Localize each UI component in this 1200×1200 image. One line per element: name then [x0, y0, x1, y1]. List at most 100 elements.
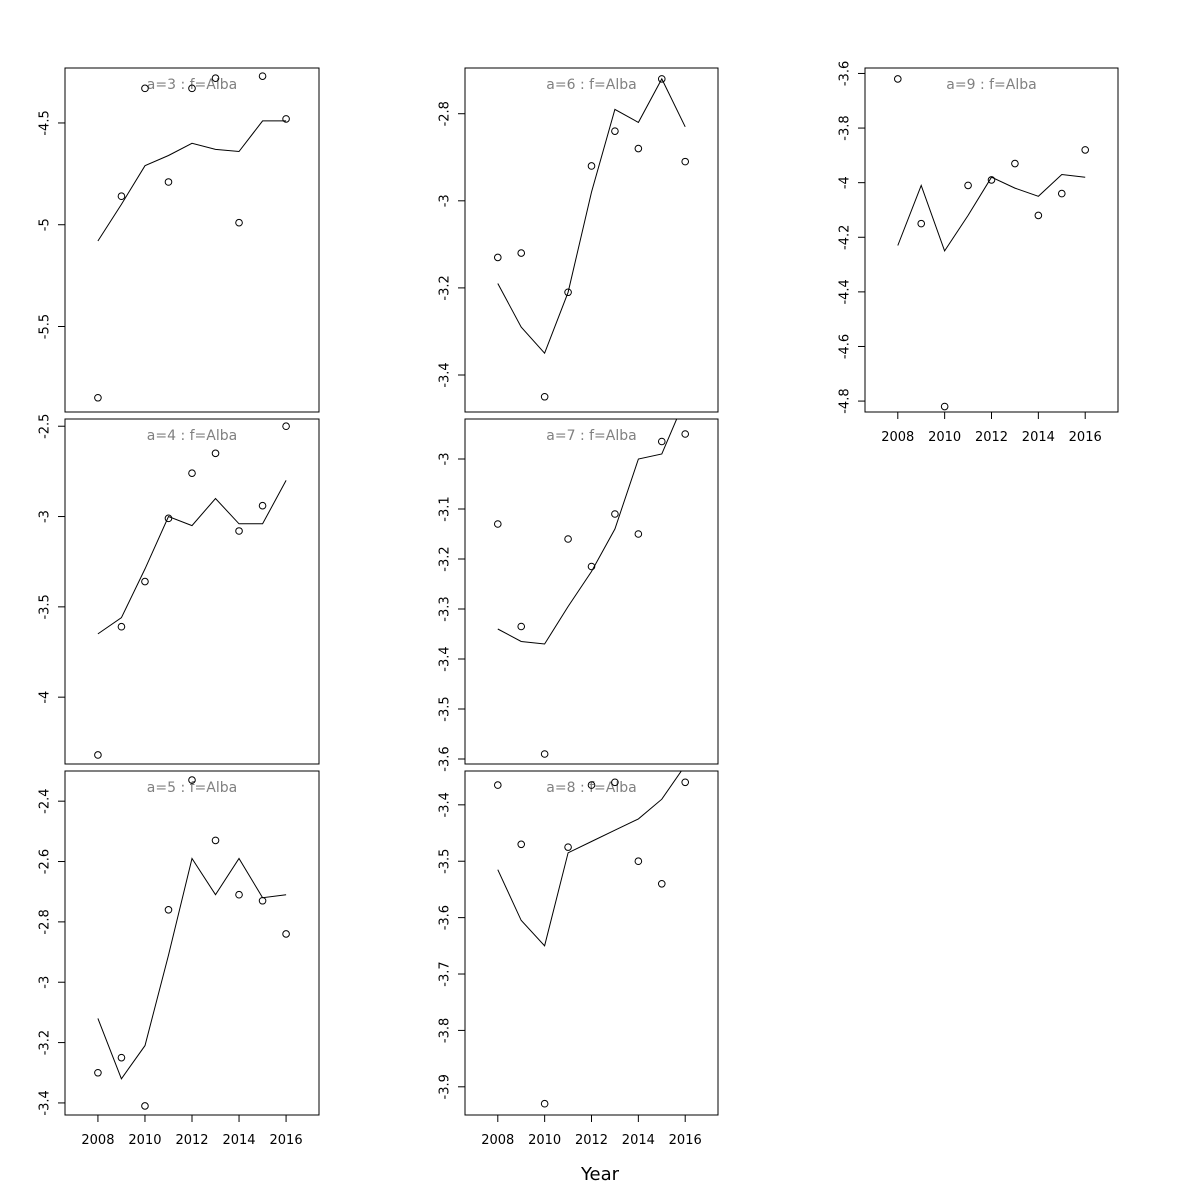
x-tick-label: 2016 [669, 1133, 702, 1148]
y-tick-label: -4.2 [838, 225, 853, 250]
y-tick-label: -3.6 [438, 746, 453, 771]
observed-point [681, 157, 690, 166]
plot-area [94, 422, 290, 759]
observed-point [657, 879, 666, 888]
observed-point [987, 176, 996, 184]
observed-point [540, 1099, 549, 1108]
observed-point [634, 857, 643, 866]
y-tick-label: -4.6 [838, 334, 853, 359]
observed-point [611, 778, 619, 787]
observed-point [1081, 146, 1090, 154]
panel-title: a=7 : f=Alba [546, 428, 636, 444]
panel-7: a=9 : f=Alba -3.6 -3.8 -4 -4.2 -4.4 -4.6 -4.8 20… [838, 61, 1119, 445]
observed-point [188, 776, 196, 784]
observed-point [634, 144, 643, 153]
y-tick-label: -2.4 [38, 788, 53, 813]
observed-point [1011, 159, 1019, 168]
observed-point [564, 535, 572, 543]
fitted-line [497, 419, 678, 645]
observed-point [540, 750, 549, 758]
observed-point [587, 162, 596, 170]
y-tick-label: -3.8 [438, 1018, 453, 1043]
observed-point [258, 896, 267, 905]
panel-5: a=7 : f=Alba -3 -3.1 -3.2 -3.3 -3.4 -3.5 -3.6 [438, 418, 719, 772]
y-tick-label: -3 [38, 510, 53, 523]
y-tick-label: -3.2 [438, 275, 453, 300]
observed-point [235, 218, 243, 227]
plot-area [493, 771, 690, 1108]
y-tick-label: -3.4 [38, 1090, 53, 1115]
x-tick-label: 2010 [128, 1133, 161, 1148]
x-tick-label: 2008 [481, 1133, 514, 1148]
observed-point [493, 520, 502, 528]
observed-point [117, 1053, 126, 1062]
observed-point [211, 836, 220, 845]
observed-point [164, 906, 173, 914]
x-tick-label: 2008 [81, 1133, 114, 1148]
y-tick-label: -2.5 [38, 414, 53, 439]
panel-title: a=6 : f=Alba [546, 77, 636, 93]
observed-point [657, 437, 666, 446]
observed-point [258, 501, 267, 510]
panel-4: a=6 : f=Alba -2.8 -3 -3.2 -3.4 [438, 67, 719, 413]
y-tick-label: -4.4 [838, 279, 853, 304]
y-tick-label: -3 [438, 453, 453, 466]
x-tick-label: 2012 [975, 430, 1008, 445]
observed-point [940, 402, 949, 411]
plot-area [893, 75, 1090, 411]
y-tick-label: -3.4 [438, 646, 453, 671]
y-tick-label: -3.9 [438, 1074, 453, 1099]
observed-point [493, 781, 502, 789]
y-tick-label: -3.7 [438, 961, 453, 986]
y-tick-label: -2.8 [38, 909, 53, 934]
observed-point [211, 74, 220, 82]
y-tick-label: -3 [438, 194, 453, 207]
y-tick-label: -2.6 [38, 849, 53, 874]
y-tick-label: -3.6 [838, 61, 853, 86]
panel-1: a=3 : f=Alba-4.5-5-5.5 [38, 67, 320, 413]
y-tick-label: -3.5 [438, 849, 453, 874]
fitted-line [497, 77, 686, 355]
observed-point [94, 751, 102, 759]
observed-point [917, 219, 926, 228]
observed-point [517, 840, 526, 849]
observed-point [587, 781, 596, 789]
x-tick-label: 2016 [270, 1133, 303, 1148]
observed-point [164, 178, 173, 186]
observed-point [258, 72, 267, 80]
observed-point [188, 84, 196, 93]
observed-point [235, 890, 243, 899]
x-tick-label: 2016 [1069, 430, 1102, 445]
fitted-line [97, 480, 287, 635]
panel-title: a=9 : f=Alba [946, 77, 1036, 93]
fitted-line [897, 173, 1086, 253]
panel-frame [464, 770, 719, 1116]
y-tick-label: -3.4 [438, 792, 453, 817]
y-tick-label: -4.8 [838, 388, 853, 413]
observed-point [94, 393, 102, 402]
fitted-line [497, 771, 682, 947]
x-tick-label: 2012 [575, 1133, 608, 1148]
observed-point [141, 577, 149, 586]
panel-frame [64, 770, 320, 1116]
observed-point [1034, 211, 1043, 220]
plot-area [493, 419, 690, 758]
x-tick-label: 2008 [881, 430, 914, 445]
y-tick-label: -4 [838, 176, 853, 189]
observed-point [564, 288, 572, 297]
panel-frame [464, 67, 719, 413]
fitted-line [97, 857, 287, 1080]
y-tick-label: -3.5 [438, 696, 453, 721]
y-tick-label: -3.1 [438, 496, 453, 521]
y-tick-label: -3.5 [38, 594, 53, 619]
observed-point [117, 622, 126, 631]
observed-point [188, 469, 196, 477]
panel-frame [864, 67, 1119, 413]
observed-point [1057, 189, 1066, 198]
observed-point [211, 449, 220, 458]
observed-point [681, 778, 690, 787]
y-tick-label: -3.8 [838, 115, 853, 140]
observed-point [517, 249, 526, 257]
x-tick-label: 2012 [175, 1133, 208, 1148]
panel-title: a=5 : f=Alba [147, 780, 237, 796]
